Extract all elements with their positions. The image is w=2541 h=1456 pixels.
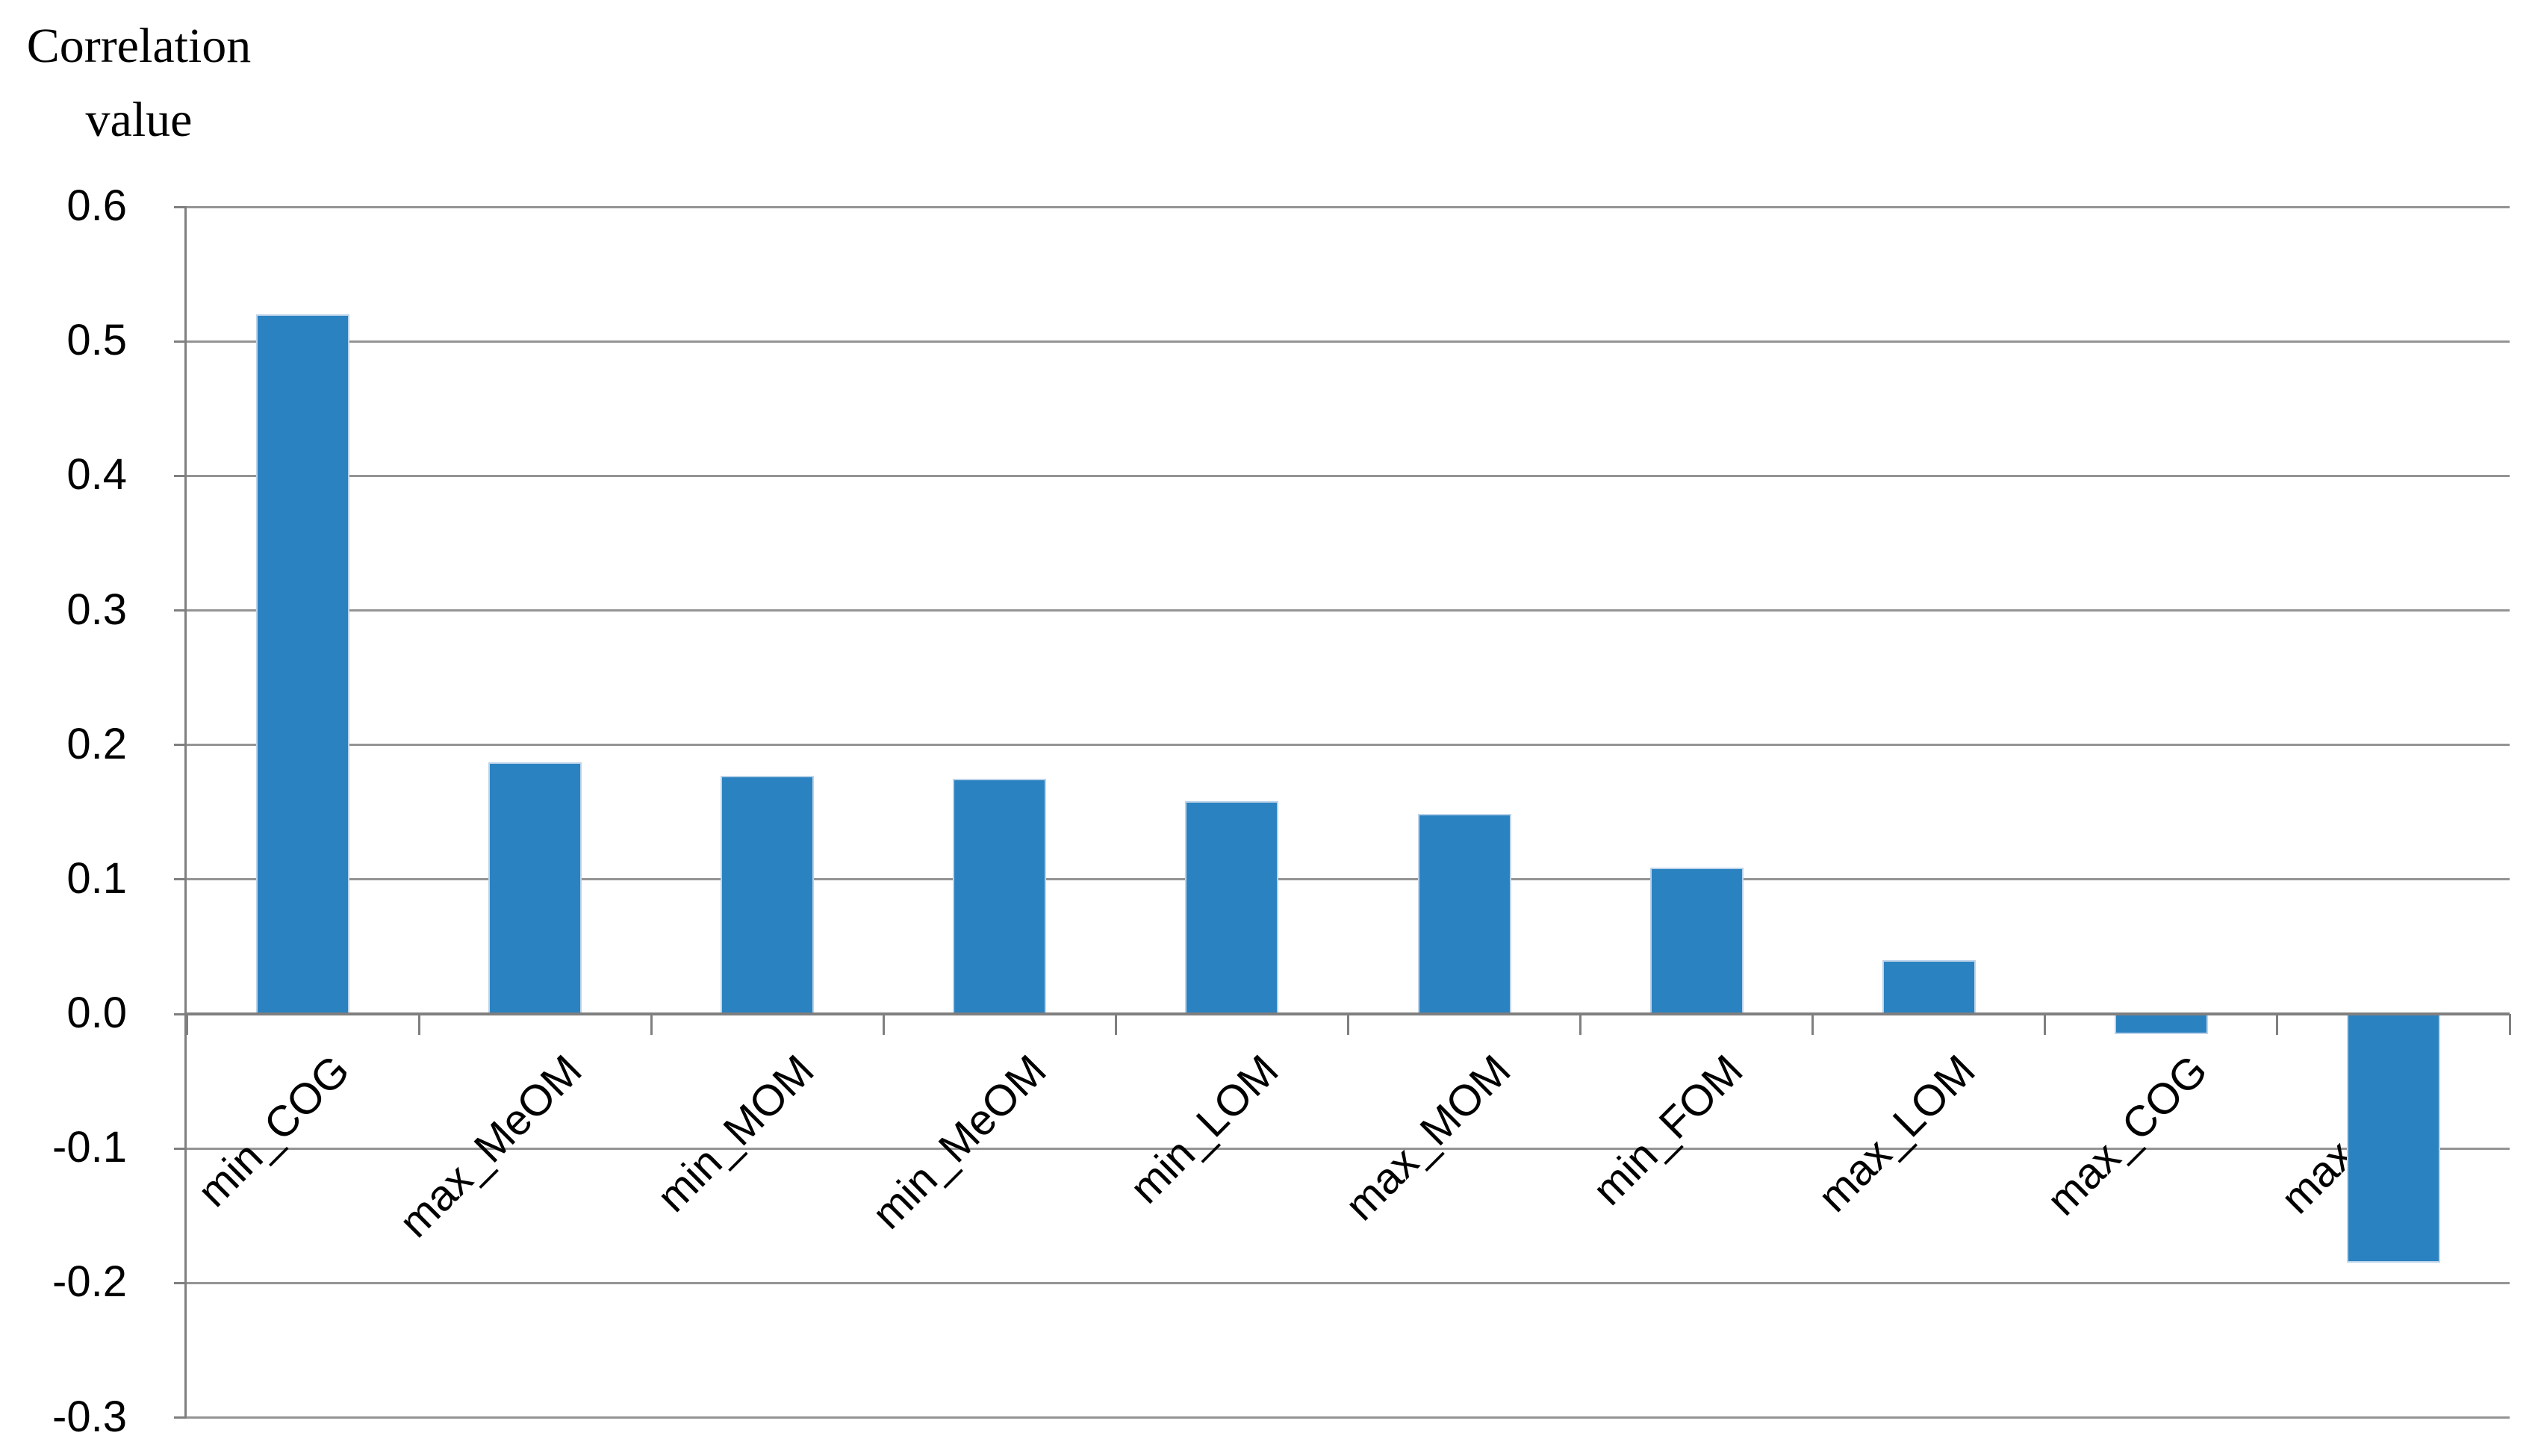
category-axis-tick [650, 1014, 653, 1035]
gridline [187, 878, 2510, 881]
y-axis-tick [174, 744, 187, 747]
y-axis-label: -0.2 [52, 1257, 127, 1307]
bar-max_MOM [1417, 813, 1511, 1014]
gridline [187, 744, 2510, 747]
y-axis-line [184, 207, 187, 1418]
y-axis-label: 0.6 [66, 181, 127, 230]
gridline [187, 609, 2510, 612]
gridline [187, 340, 2510, 343]
bar-min_MeOM [953, 778, 1047, 1014]
bar-min_FOM [1649, 867, 1744, 1014]
gridline [187, 1416, 2510, 1419]
bar-max_MeOM [488, 762, 582, 1014]
category-axis-tick [1811, 1014, 1814, 1035]
y-axis-tick [174, 1416, 187, 1419]
bar-min_COG [256, 314, 350, 1014]
bar-max_LOM [1882, 959, 1976, 1014]
bar-min_MOM [721, 776, 815, 1014]
category-axis-tick [2044, 1014, 2047, 1035]
category-axis-tick [1347, 1014, 1349, 1035]
y-axis-tick [174, 1147, 187, 1150]
y-axis-label: 0.4 [66, 450, 127, 500]
y-axis-tick [174, 609, 187, 612]
chart-title-line2: value [85, 93, 193, 147]
y-axis-label: 0.2 [66, 719, 127, 768]
category-axis-tick [2276, 1014, 2279, 1035]
y-axis-tick [174, 340, 187, 343]
y-axis-tick [174, 474, 187, 477]
category-axis-tick [1579, 1014, 1582, 1035]
category-axis-tick [185, 1014, 188, 1035]
bar-max_COG [2114, 1014, 2208, 1035]
y-axis-label: 0.3 [66, 585, 127, 634]
y-axis-label: 0.1 [66, 853, 127, 903]
category-axis-tick [2508, 1014, 2511, 1035]
chart-title: Correlation value [7, 9, 270, 157]
category-axis-tick [882, 1014, 885, 1035]
gridline [187, 1281, 2510, 1284]
y-axis-label: -0.3 [52, 1392, 127, 1441]
category-axis-tick [417, 1014, 420, 1035]
category-axis-tick [1114, 1014, 1117, 1035]
y-axis-label: 0.5 [66, 316, 127, 365]
gridline [187, 1147, 2510, 1150]
y-axis-tick [174, 205, 187, 208]
chart-title-line1: Correlation [26, 19, 252, 73]
y-axis-label: -0.1 [52, 1123, 127, 1172]
y-axis-tick [174, 878, 187, 881]
y-axis-tick [174, 1281, 187, 1284]
category-axis-line [187, 1012, 2510, 1015]
y-axis-label: 0.0 [66, 989, 127, 1037]
bar-max_FOM [2346, 1014, 2440, 1263]
gridline [187, 205, 2510, 208]
gridline [187, 474, 2510, 477]
bar-min_LOM [1185, 801, 1279, 1014]
y-axis-tick [174, 1012, 187, 1015]
